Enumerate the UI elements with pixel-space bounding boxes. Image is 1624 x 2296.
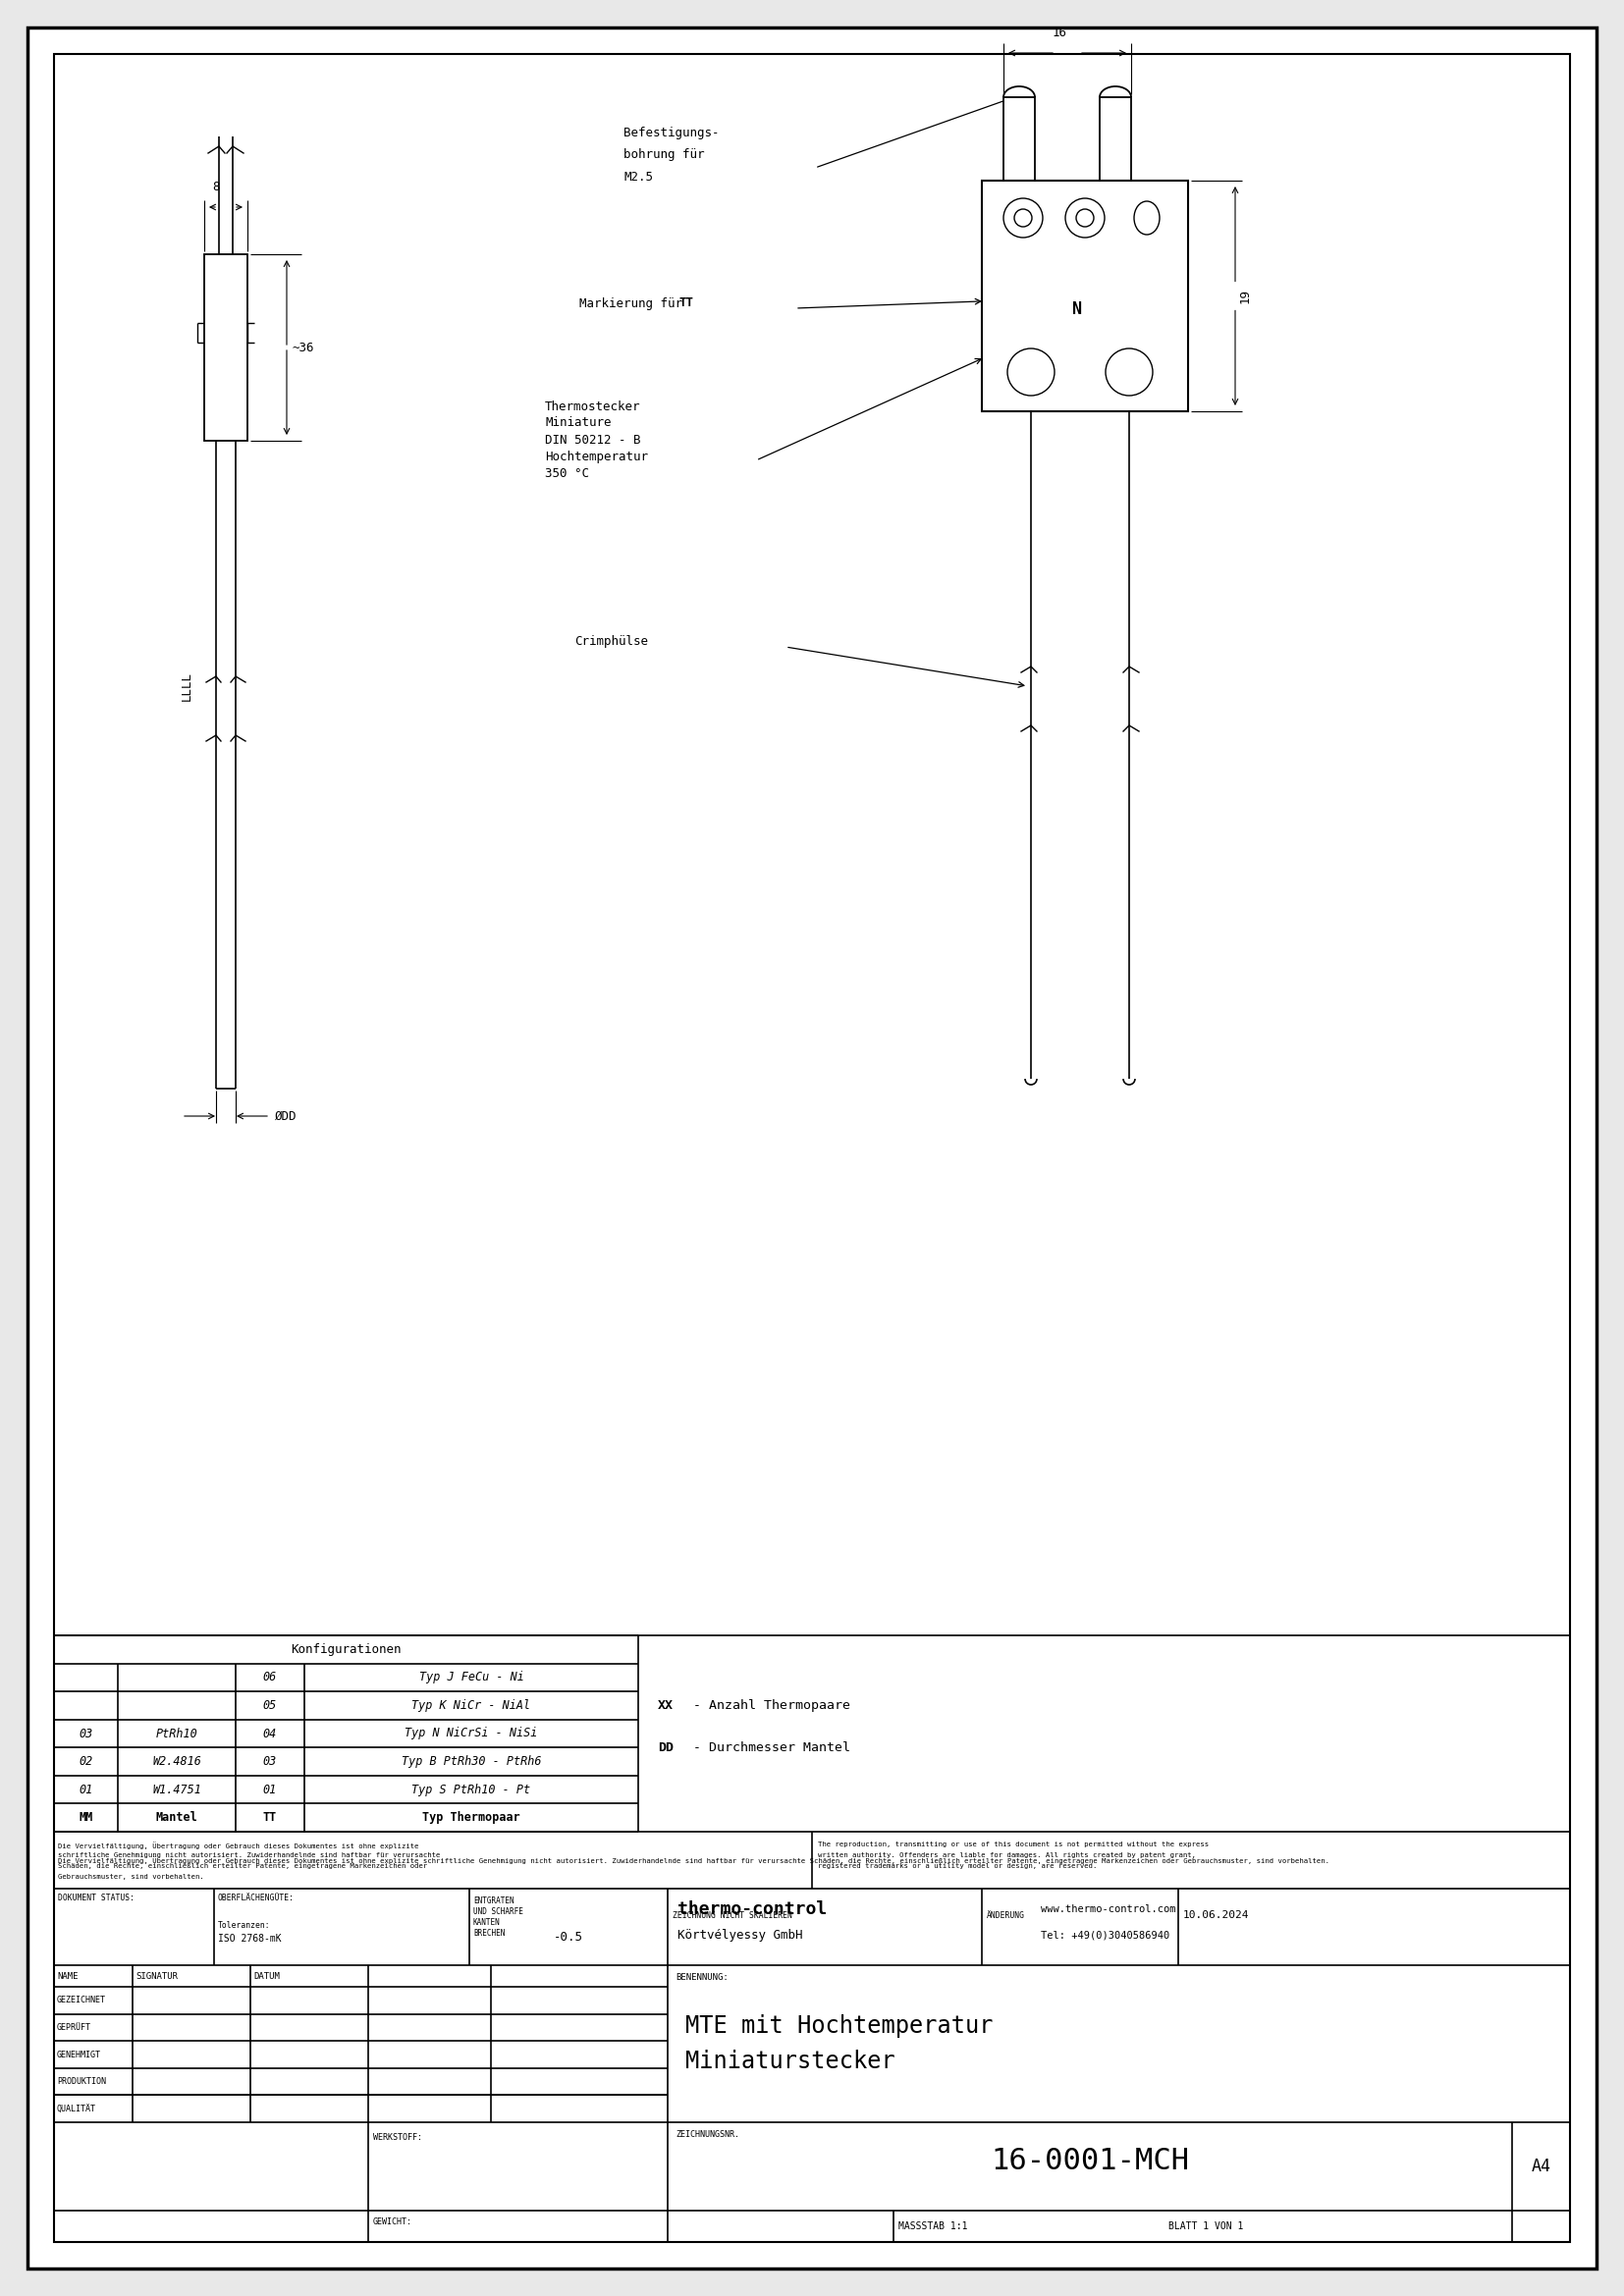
- Circle shape: [1065, 197, 1104, 236]
- Text: written authority. Offenders are liable for damages. All rights created by paten: written authority. Offenders are liable …: [818, 1853, 1195, 1857]
- Text: 01: 01: [263, 1784, 278, 1795]
- Text: Die Vervielfältigung, Übertragung oder Gebrauch dieses Dokumentes ist ohne expli: Die Vervielfältigung, Übertragung oder G…: [58, 1841, 419, 1848]
- Text: BENENNUNG:: BENENNUNG:: [676, 1972, 728, 1981]
- Text: DD: DD: [658, 1740, 674, 1754]
- Text: Miniaturstecker: Miniaturstecker: [685, 2050, 895, 2073]
- Text: The reproduction, transmitting or use of this document is not permitted without : The reproduction, transmitting or use of…: [818, 1841, 1208, 1848]
- Text: www.thermo-control.com: www.thermo-control.com: [1041, 1903, 1176, 1915]
- Text: DATUM: DATUM: [253, 1972, 279, 1981]
- Text: ÄNDERUNG: ÄNDERUNG: [987, 1910, 1025, 1919]
- Text: Toleranzen:: Toleranzen:: [218, 1922, 271, 1931]
- Text: Tel: +49(0)3040586940: Tel: +49(0)3040586940: [1041, 1931, 1169, 1940]
- Text: MTE mit Hochtemperatur: MTE mit Hochtemperatur: [685, 2014, 994, 2039]
- Text: Typ Thermopaar: Typ Thermopaar: [422, 1812, 520, 1823]
- Text: Typ N NiCrSi - NiSi: Typ N NiCrSi - NiSi: [404, 1727, 538, 1740]
- Bar: [205, 255, 247, 441]
- Circle shape: [1015, 209, 1031, 227]
- Text: - Durchmesser Mantel: - Durchmesser Mantel: [685, 1740, 851, 1754]
- Text: BRECHEN: BRECHEN: [473, 1929, 505, 1938]
- Text: Konfigurationen: Konfigurationen: [291, 1644, 401, 1655]
- Ellipse shape: [1134, 202, 1160, 234]
- Text: 16-0001-MCH: 16-0001-MCH: [991, 2147, 1189, 2177]
- Bar: [1004, 96, 1034, 181]
- Text: 8: 8: [213, 181, 219, 193]
- Text: BLATT 1 VON 1: BLATT 1 VON 1: [1168, 2223, 1244, 2232]
- Text: XX: XX: [658, 1699, 674, 1713]
- Text: TT: TT: [263, 1812, 278, 1823]
- Text: UND SCHARFE: UND SCHARFE: [473, 1908, 523, 1917]
- Text: ENTGRATEN: ENTGRATEN: [473, 1896, 515, 1906]
- Bar: [983, 181, 1189, 411]
- Text: Hochtemperatur: Hochtemperatur: [546, 450, 648, 464]
- Text: 01: 01: [80, 1784, 93, 1795]
- Text: Mantel: Mantel: [156, 1812, 198, 1823]
- Text: thermo-control: thermo-control: [677, 1901, 827, 1917]
- Text: 19: 19: [1239, 289, 1252, 303]
- Text: Typ J FeCu - Ni: Typ J FeCu - Ni: [419, 1671, 525, 1683]
- Text: Typ S PtRh10 - Pt: Typ S PtRh10 - Pt: [412, 1784, 531, 1795]
- Text: GEWICHT:: GEWICHT:: [374, 2218, 412, 2225]
- Text: LLLL: LLLL: [180, 670, 193, 700]
- Text: Typ K NiCr - NiAl: Typ K NiCr - NiAl: [412, 1699, 531, 1713]
- Text: DIN 50212 - B: DIN 50212 - B: [546, 434, 640, 445]
- Text: QUALITÄT: QUALITÄT: [57, 2105, 96, 2112]
- Text: 04: 04: [263, 1727, 278, 1740]
- Text: ~36: ~36: [292, 342, 313, 354]
- Circle shape: [1077, 209, 1095, 227]
- Text: GENEHMIGT: GENEHMIGT: [57, 2050, 101, 2060]
- Text: N: N: [1072, 301, 1082, 317]
- Text: 03: 03: [80, 1727, 93, 1740]
- Text: ISO 2768-mK: ISO 2768-mK: [218, 1933, 281, 1945]
- Text: 02: 02: [80, 1754, 93, 1768]
- Text: 05: 05: [263, 1699, 278, 1713]
- Text: Miniature: Miniature: [546, 416, 611, 429]
- Text: TT: TT: [679, 296, 693, 310]
- Text: bohrung für: bohrung für: [624, 149, 705, 161]
- Text: MASSSTAB 1:1: MASSSTAB 1:1: [898, 2223, 968, 2232]
- Circle shape: [1007, 349, 1054, 395]
- Circle shape: [1004, 197, 1043, 236]
- Text: GEPRÜFT: GEPRÜFT: [57, 2023, 91, 2032]
- Text: M2.5: M2.5: [624, 170, 653, 184]
- Circle shape: [1106, 349, 1153, 395]
- Text: WERKSTOFF:: WERKSTOFF:: [374, 2133, 422, 2142]
- Text: GEZEICHNET: GEZEICHNET: [57, 1995, 106, 2004]
- Text: 10.06.2024: 10.06.2024: [1184, 1910, 1249, 1919]
- Text: Gebrauchsmuster, sind vorbehalten.: Gebrauchsmuster, sind vorbehalten.: [58, 1874, 205, 1880]
- Text: ØDD: ØDD: [274, 1109, 297, 1123]
- Text: W2.4816: W2.4816: [153, 1754, 201, 1768]
- Text: ZEICHNUNGSNR.: ZEICHNUNGSNR.: [676, 2131, 739, 2140]
- Text: A4: A4: [1531, 2158, 1551, 2174]
- Text: PRODUKTION: PRODUKTION: [57, 2078, 106, 2087]
- Text: 06: 06: [263, 1671, 278, 1683]
- Text: KANTEN: KANTEN: [473, 1917, 500, 1926]
- Text: Schäden, die Rechte, einschließlich erteilter Patente, eingetragene Markenzeiche: Schäden, die Rechte, einschließlich erte…: [58, 1862, 427, 1869]
- Text: PtRh10: PtRh10: [156, 1727, 198, 1740]
- Text: DOKUMENT STATUS:: DOKUMENT STATUS:: [58, 1894, 135, 1903]
- Text: 03: 03: [263, 1754, 278, 1768]
- Text: -0.5: -0.5: [554, 1931, 583, 1945]
- Text: ZEICHNUNG NICHT SKALIEREN: ZEICHNUNG NICHT SKALIEREN: [672, 1910, 793, 1919]
- Text: SIGNATUR: SIGNATUR: [135, 1972, 177, 1981]
- Text: Die Vervielfältigung, Übertragung oder Gebrauch dieses Dokumentes ist ohne expli: Die Vervielfältigung, Übertragung oder G…: [58, 1855, 1330, 1864]
- Text: OBERFLÄCHENGÜTE:: OBERFLÄCHENGÜTE:: [218, 1894, 294, 1903]
- Text: 350 °C: 350 °C: [546, 466, 590, 480]
- Text: Typ B PtRh30 - PtRh6: Typ B PtRh30 - PtRh6: [401, 1754, 541, 1768]
- Text: 16: 16: [1052, 28, 1067, 39]
- Text: Markierung für: Markierung für: [580, 296, 690, 310]
- Text: W1.4751: W1.4751: [153, 1784, 201, 1795]
- Text: Thermostecker: Thermostecker: [546, 400, 640, 413]
- Text: - Anzahl Thermopaare: - Anzahl Thermopaare: [685, 1699, 851, 1713]
- Text: Befestigungs-: Befestigungs-: [624, 126, 719, 140]
- Text: MM: MM: [80, 1812, 93, 1823]
- Text: Körtvélyessy GmbH: Körtvélyessy GmbH: [677, 1929, 802, 1940]
- Text: registered trademarks or a utility model or design, are reserved.: registered trademarks or a utility model…: [818, 1862, 1098, 1869]
- Bar: [1099, 96, 1130, 181]
- Text: Crimphülse: Crimphülse: [575, 636, 648, 647]
- Text: NAME: NAME: [57, 1972, 78, 1981]
- Text: schriftliche Genehmigung nicht autorisiert. Zuwiderhandelnde sind haftbar für ve: schriftliche Genehmigung nicht autorisie…: [58, 1853, 440, 1857]
